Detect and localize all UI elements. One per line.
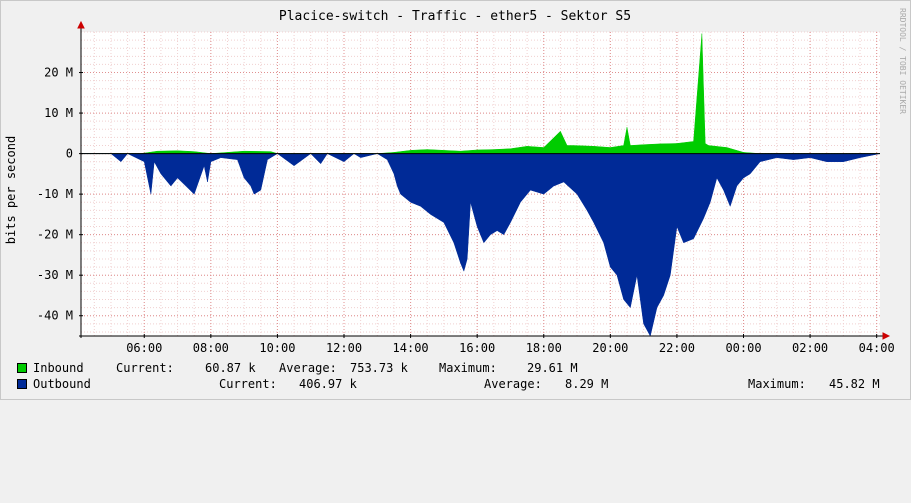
- x-tick-label: 06:00: [126, 341, 162, 355]
- inbound-swatch: [17, 363, 27, 373]
- inbound-average: 753.73 k: [350, 361, 408, 375]
- x-tick-label: 04:00: [859, 341, 895, 355]
- y-tick-label: -10 M: [37, 187, 73, 201]
- x-tick-label: 08:00: [193, 341, 229, 355]
- legend-inbound: Inbound Current: 60.87 k Average: 753.73…: [17, 361, 578, 375]
- outbound-average: 8.29 M: [565, 377, 609, 391]
- outbound-average-label: Average:: [484, 377, 542, 391]
- outbound-current-label: Current:: [219, 377, 277, 391]
- series-area-inbound: [81, 33, 880, 154]
- y-tick-label: -40 M: [37, 309, 73, 323]
- inbound-maximum-label: Maximum:: [439, 361, 497, 375]
- x-axis-arrow: [882, 332, 891, 340]
- outbound-maximum: 45.82 M: [829, 377, 880, 391]
- y-axis-arrow: [77, 20, 85, 29]
- rrdtool-watermark: RRDTOOL / TOBI OETIKER: [898, 8, 907, 114]
- outbound-name: Outbound: [33, 377, 91, 391]
- chart-title: Placice-switch - Traffic - ether5 - Sekt…: [279, 9, 631, 24]
- inbound-current: 60.87 k: [205, 361, 256, 375]
- inbound-average-label: Average:: [279, 361, 337, 375]
- inbound-maximum: 29.61 M: [527, 361, 578, 375]
- outbound-current: 406.97 k: [299, 377, 357, 391]
- y-tick-label: -30 M: [37, 268, 73, 282]
- y-tick-label: 0: [66, 147, 73, 161]
- x-tick-label: 18:00: [526, 341, 562, 355]
- x-tick-label: 12:00: [326, 341, 362, 355]
- series-area-outbound: [81, 153, 881, 337]
- y-axis-label: bits per second: [4, 136, 18, 244]
- x-tick-label: 20:00: [592, 341, 628, 355]
- x-tick-label: 16:00: [459, 341, 495, 355]
- y-tick-label: 20 M: [44, 66, 73, 80]
- x-tick-label: 00:00: [725, 341, 761, 355]
- outbound-maximum-label: Maximum:: [748, 377, 806, 391]
- y-tick-label: 10 M: [44, 106, 73, 120]
- legend-outbound: Outbound Current: 406.97 k Average: 8.29…: [17, 377, 880, 391]
- traffic-chart: 20 M 10 M 0 -10 M -20 M -30 M -40 M 06:00 08:00 1…: [4, 8, 907, 355]
- inbound-current-label: Current:: [116, 361, 174, 375]
- x-tick-label: 10:00: [259, 341, 295, 355]
- inbound-name: Inbound: [33, 361, 84, 375]
- x-tick-label: 22:00: [659, 341, 695, 355]
- x-tick-label: 14:00: [393, 341, 429, 355]
- outbound-swatch: [17, 379, 27, 389]
- y-tick-label: -20 M: [37, 228, 73, 242]
- x-tick-label: 02:00: [792, 341, 828, 355]
